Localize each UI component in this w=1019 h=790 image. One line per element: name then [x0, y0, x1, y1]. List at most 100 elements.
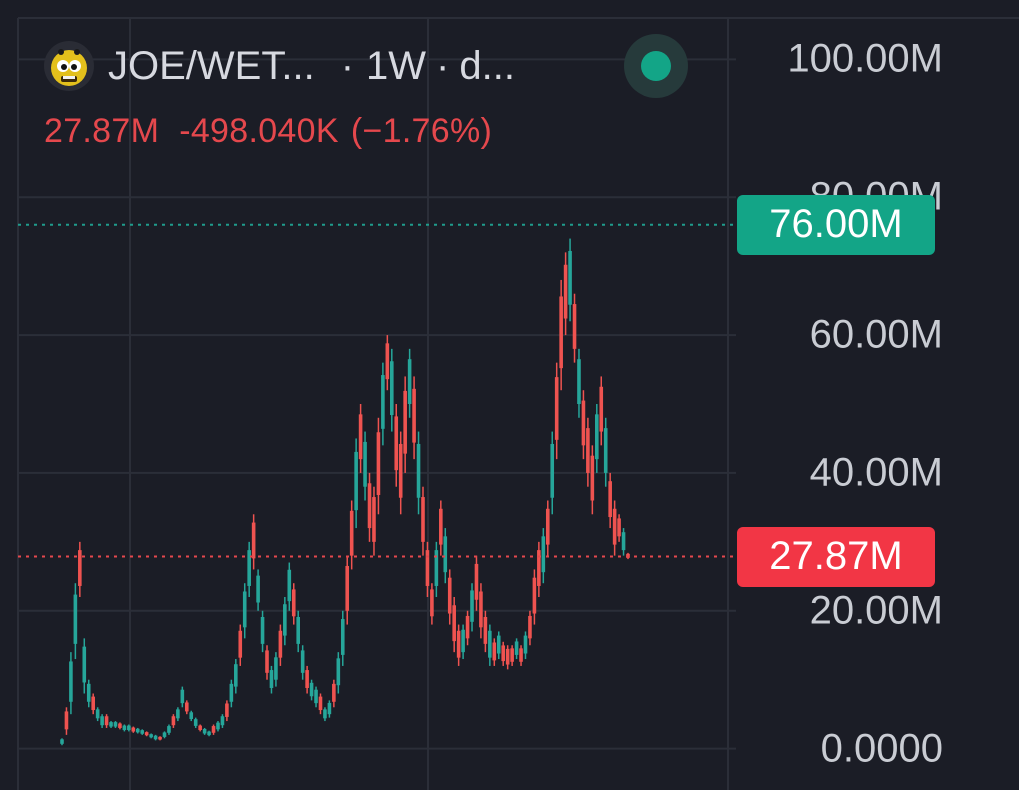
candle-body [153, 735, 158, 740]
candle-body [60, 739, 64, 744]
candle-body [456, 630, 461, 658]
candle-body [211, 726, 216, 733]
interval-separator: · [340, 43, 355, 88]
y-tick-label: 100.00M [787, 36, 943, 81]
candle-body [514, 641, 519, 655]
candle-body [332, 683, 336, 702]
candle-body [425, 550, 430, 586]
candle-body [287, 569, 292, 602]
candle-body [296, 616, 301, 644]
candle-body [247, 550, 251, 586]
candle-body [256, 575, 260, 603]
candle-body [354, 451, 358, 511]
candle-body [523, 635, 528, 654]
candle-body [394, 416, 399, 471]
candle-body [216, 722, 220, 730]
candle-body [189, 712, 194, 720]
candle-body [340, 619, 345, 655]
candle-body [131, 727, 136, 732]
candle-body [577, 359, 581, 404]
candle-body [95, 709, 100, 719]
candle-body [260, 616, 265, 644]
candle-body [193, 719, 198, 726]
y-tick-label: 20.00M [809, 588, 943, 633]
candle-body [608, 481, 612, 518]
live-status-indicator[interactable] [624, 34, 688, 98]
candle-body [198, 725, 202, 731]
candle-body [586, 428, 590, 473]
candle-body [595, 414, 599, 460]
candle-body [372, 497, 376, 542]
change-value: -498.040K [179, 112, 339, 150]
candle-body [349, 510, 354, 556]
candle-body [443, 536, 448, 573]
candle-body [305, 670, 309, 688]
candle-body [113, 722, 118, 727]
candle-body [572, 304, 577, 349]
candle-body [140, 730, 145, 734]
candle-body [265, 650, 269, 673]
candle-body [421, 497, 425, 542]
candle-body [242, 591, 247, 628]
candle-body [291, 589, 296, 617]
candle-body [367, 483, 372, 529]
candle-body [581, 400, 586, 446]
candle-body [563, 264, 568, 319]
candle-body [283, 604, 287, 636]
interval-label[interactable]: 1W [366, 43, 427, 88]
price-lines [18, 223, 736, 558]
pair-title[interactable]: JOE/WET... [108, 43, 315, 88]
candle-body [599, 386, 604, 432]
candle-body [109, 722, 113, 727]
candle-body [385, 343, 390, 380]
candle-series [60, 238, 630, 746]
candle-body [225, 703, 229, 717]
candle-body [439, 508, 443, 545]
candle-body [184, 702, 189, 712]
candle-body [220, 716, 225, 726]
candle-body [336, 658, 341, 686]
candle-body [465, 615, 470, 639]
candle-body [532, 577, 537, 614]
candle-body [461, 629, 465, 653]
candle-body [389, 361, 394, 416]
candle-body [135, 728, 140, 733]
candle-body [474, 563, 479, 600]
candle-body [238, 630, 243, 658]
candle-body [559, 296, 563, 369]
candle-body [127, 725, 131, 731]
candle-body [323, 709, 327, 719]
candle-body [180, 689, 185, 704]
candle-body [492, 642, 497, 661]
candle-body [162, 732, 167, 737]
chart-header: JOE/WET... · 1W · d... [44, 38, 515, 94]
candle-body [537, 550, 541, 586]
candle-body [91, 696, 95, 711]
candle-body [554, 377, 559, 440]
candle-body [501, 645, 506, 662]
candle-body [550, 443, 555, 498]
candle-body [82, 646, 87, 683]
candle-body [300, 650, 305, 673]
candle-body [470, 590, 474, 622]
candle-body [528, 615, 532, 639]
candle-body [483, 616, 488, 644]
candle-body [447, 577, 452, 614]
candle-body [381, 375, 385, 429]
candle-body [510, 648, 514, 662]
joe-mascot-icon [44, 41, 94, 91]
candle-body [229, 683, 234, 702]
candle-body [118, 723, 122, 728]
candle-body [278, 630, 283, 658]
candle-body [149, 734, 153, 738]
candle-body [171, 716, 176, 726]
source-label[interactable]: d... [459, 43, 515, 88]
candle-body [403, 390, 407, 454]
y-tick-label: 40.00M [809, 450, 943, 495]
y-tick-label: 60.00M [809, 312, 943, 357]
candle-body [64, 711, 69, 730]
candle-body [158, 736, 162, 740]
candle-body [100, 716, 104, 726]
candle-body [407, 359, 412, 404]
